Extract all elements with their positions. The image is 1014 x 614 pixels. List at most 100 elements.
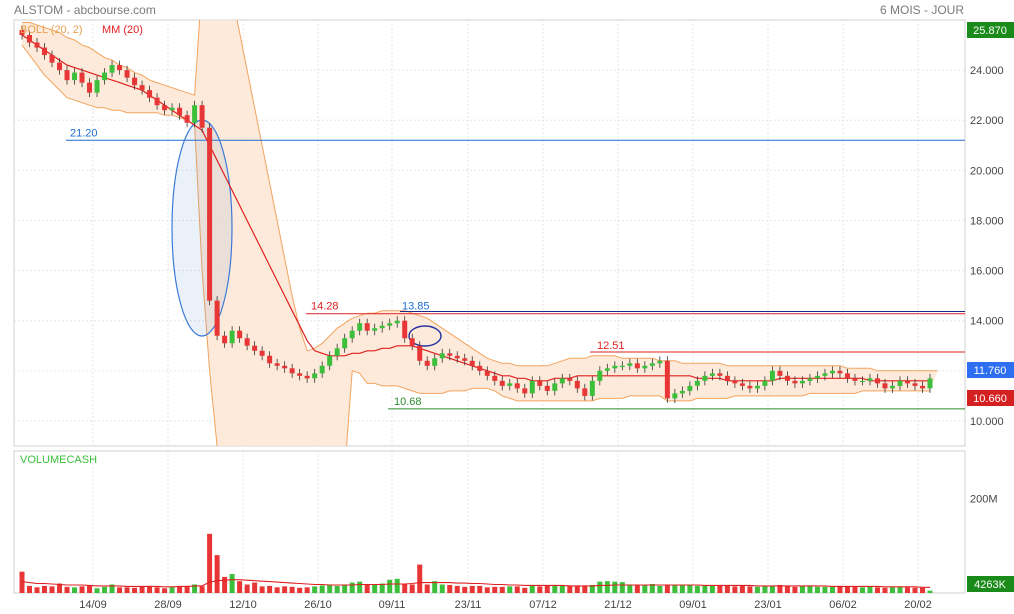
volume-bar	[289, 586, 295, 593]
volume-bar	[777, 584, 783, 593]
volume-bar	[147, 585, 153, 593]
current-price-tag-bg	[967, 362, 1014, 378]
candle-body	[267, 355, 273, 364]
volume-bar	[649, 584, 655, 593]
y-tick-label: 10.000	[970, 416, 1004, 428]
candle-body	[642, 365, 648, 369]
x-tick-label: 14/09	[79, 599, 107, 611]
candle-body	[889, 385, 895, 389]
candle-body	[297, 373, 303, 376]
period-label: 6 MOIS - JOUR	[879, 3, 964, 17]
candle-body	[372, 328, 378, 331]
candle-body	[432, 358, 438, 366]
volume-bar	[552, 584, 558, 593]
legend-bollinger: BOLL (20, 2)	[20, 24, 83, 36]
volume-bar	[672, 585, 678, 593]
y-tick-label: 20.000	[970, 165, 1004, 177]
volume-bar	[664, 584, 670, 593]
candle-body	[807, 378, 813, 381]
candle-body	[859, 380, 865, 383]
candle-body	[499, 380, 505, 386]
candle-body	[184, 115, 190, 123]
candle-body	[604, 368, 610, 371]
candle-body	[724, 375, 730, 381]
volume-bar	[259, 586, 265, 593]
candle-body	[649, 363, 655, 366]
candle-body	[634, 363, 640, 369]
volume-bar	[769, 585, 775, 593]
volume-bar	[139, 586, 145, 593]
candle-body	[282, 365, 288, 369]
candle-body	[544, 385, 550, 391]
volume-bar	[612, 581, 618, 593]
highlight-ellipse-gap	[408, 325, 442, 347]
volume-bar	[702, 585, 708, 593]
volume-bar	[694, 585, 700, 593]
low-price-tag: 10.660	[973, 393, 1007, 405]
volume-bar	[642, 584, 648, 593]
candle-body	[762, 380, 768, 386]
volume-bar	[237, 581, 243, 593]
candle-body	[672, 393, 678, 399]
x-tick-label: 23/01	[754, 599, 782, 611]
candle-body	[222, 335, 228, 344]
volume-bar	[619, 582, 625, 593]
volume-bar	[207, 533, 213, 593]
candle-body	[259, 350, 265, 356]
x-tick-label: 12/10	[229, 599, 257, 611]
candle-body	[79, 72, 85, 83]
chart-title: ALSTOM - abcbourse.com	[14, 3, 156, 17]
candle-body	[327, 355, 333, 366]
volume-bar	[897, 586, 903, 593]
volume-bar	[889, 587, 895, 593]
volume-bar	[597, 581, 603, 593]
annotation-label-13-85: 13.85	[402, 300, 430, 312]
candle-body	[147, 90, 153, 98]
candle-body	[87, 82, 93, 93]
candle-body	[342, 338, 348, 349]
candle-body	[57, 62, 63, 71]
x-tick-label: 28/09	[154, 599, 182, 611]
candle-body	[687, 385, 693, 391]
candle-body	[477, 365, 483, 371]
candle-body	[109, 65, 115, 73]
volume-bar	[27, 585, 33, 593]
volume-bar	[807, 586, 813, 593]
candle-body	[912, 383, 918, 386]
volume-bar	[199, 586, 205, 593]
candle-body	[694, 380, 700, 386]
candle-body	[42, 47, 48, 56]
candle-body	[799, 380, 805, 384]
volume-bar	[297, 587, 303, 593]
candle-body	[72, 72, 78, 81]
candle-body	[424, 360, 430, 366]
annotation-label-10-68: 10.68	[394, 396, 422, 408]
x-tick-label: 06/02	[829, 599, 857, 611]
candle-body	[484, 370, 490, 376]
volume-bar	[334, 585, 340, 593]
volume-bar	[567, 585, 573, 593]
candle-body	[132, 77, 138, 86]
volume-bar	[739, 585, 745, 593]
volume-bar	[192, 584, 198, 593]
candle-body	[589, 380, 595, 396]
candle-body	[754, 385, 760, 389]
volume-bar	[477, 585, 483, 593]
candle-body	[679, 390, 685, 394]
y-tick-label: 14.000	[970, 316, 1004, 328]
candle-body	[229, 330, 235, 344]
volume-bar	[214, 555, 220, 593]
candle-body	[829, 370, 835, 374]
candle-body	[919, 385, 925, 389]
candle-body	[124, 70, 130, 78]
x-tick-label: 21/12	[604, 599, 632, 611]
bollinger-lower	[21, 44, 930, 446]
y-tick-label: 22.000	[970, 115, 1004, 127]
candle-body	[567, 378, 573, 381]
volume-bar	[919, 587, 925, 593]
candle-body	[387, 323, 393, 326]
y-tick-label: 18.000	[970, 215, 1004, 227]
volume-bar	[357, 581, 363, 593]
last-price-tag-bg	[967, 22, 1014, 38]
